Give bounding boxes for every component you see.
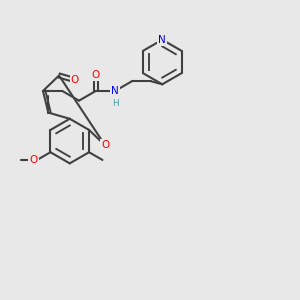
- Text: O: O: [70, 75, 79, 85]
- Text: N: N: [158, 35, 166, 45]
- Text: H: H: [112, 99, 119, 108]
- Text: N: N: [111, 86, 119, 96]
- Text: O: O: [101, 140, 109, 150]
- Text: O: O: [29, 155, 38, 165]
- Text: O: O: [92, 70, 100, 80]
